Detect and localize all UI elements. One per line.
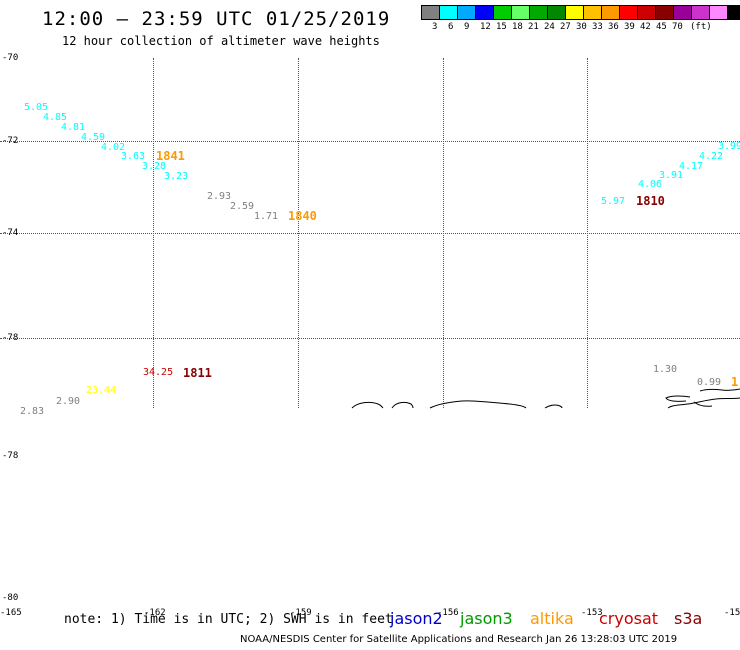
longitude-label: -15 [724,608,740,618]
legend-label: 15 [496,22,507,32]
latitude-label: -74 [2,228,19,238]
latitude-label: -78 [2,451,19,461]
map-subtitle: 12 hour collection of altimeter wave hei… [62,34,380,48]
wave-height-reading: 4.17 [679,161,704,172]
satellite-s3a-label: s3a [674,609,703,628]
wave-height-reading: 2.90 [56,396,81,407]
wave-height-reading: 2.83 [20,406,45,417]
longitude-label: -159 [290,608,312,618]
satellite-jason2-label: jason2 [390,609,443,628]
coastline-segment [391,401,414,409]
coastline-segment [667,397,740,409]
longitude-gridline [443,58,444,408]
satellite-jason3-label: jason3 [460,609,513,628]
longitude-label: -153 [581,608,603,618]
legend-label: 45 [656,22,667,32]
legend-label: 42 [640,22,651,32]
pass-time-label: 1811 [183,366,212,380]
legend-label: 70 [672,22,683,32]
wave-height-reading: 4.85 [43,112,68,123]
wave-height-reading: 1.71 [254,211,279,222]
longitude-gridline [587,58,588,408]
wave-height-reading: 2.59 [230,201,255,212]
legend-swatch [727,5,740,20]
wave-height-reading: 34.25 [143,367,174,378]
credit-footer: NOAA/NESDIS Center for Satellite Applica… [240,634,678,645]
wave-height-reading: 3.63 [121,151,146,162]
legend-label: 12 [480,22,491,32]
latitude-label: -80 [2,593,19,603]
pass-time-label: 1840 [288,209,317,223]
legend-unit: (ft) [690,22,712,32]
wave-height-reading: 2.93 [207,191,232,202]
coastline-segment [693,401,713,407]
wave-height-reading: 23.44 [86,385,117,396]
latitude-gridline [0,338,740,339]
latitude-gridline [0,233,740,234]
coastline-segment [544,404,563,409]
latitude-label: -70 [2,53,19,63]
pass-time-label: 1810 [636,194,665,208]
wave-height-reading: 3.91 [659,170,684,181]
wave-height-reading: 4.81 [61,122,86,133]
map-title: 12:00 – 23:59 UTC 01/25/2019 [42,8,391,30]
wave-height-reading: 4.59 [81,132,106,143]
wave-height-reading: 5.97 [601,196,626,207]
legend-label: 6 [448,22,454,32]
legend-label: 18 [512,22,523,32]
legend-label: 9 [464,22,470,32]
wave-height-reading: 0.99 [697,377,722,388]
satellite-cryosat-label: cryosat [599,609,659,628]
latitude-gridline [0,141,740,142]
coastline-segment [351,401,384,409]
longitude-label: -162 [144,608,166,618]
wave-height-reading: 3.28 [142,161,167,172]
legend-label: 21 [528,22,539,32]
legend-label: 39 [624,22,635,32]
legend-label: 27 [560,22,571,32]
wave-height-reading: 1.30 [653,364,678,375]
legend-label: 30 [576,22,587,32]
color-scale-legend [421,5,740,20]
coastline-segment [665,395,691,402]
wave-height-reading: 5.05 [24,102,49,113]
longitude-label: -156 [437,608,459,618]
pass-time-label: 1841 [156,149,185,163]
legend-label: 33 [592,22,603,32]
legend-label: 3 [432,22,438,32]
latitude-label: -72 [2,136,19,146]
wave-height-reading: 3.23 [164,171,189,182]
coastline-segment [429,400,527,409]
longitude-label: -165 [0,608,22,618]
coastline-segment [699,388,740,392]
wave-height-reading: 3.99 [718,141,740,152]
wave-height-reading: 4.22 [699,151,724,162]
legend-label: 36 [608,22,619,32]
longitude-gridline [298,58,299,408]
satellite-altika-label: altika [530,609,574,628]
wave-height-reading: 4.02 [101,142,126,153]
pass-time-label: 1 [731,375,739,389]
latitude-label: -78 [2,333,19,343]
longitude-gridline [153,58,154,408]
legend-label: 24 [544,22,555,32]
wave-height-reading: 4.06 [638,179,663,190]
footnote: note: 1) Time is in UTC; 2) SWH is in fe… [64,612,393,627]
